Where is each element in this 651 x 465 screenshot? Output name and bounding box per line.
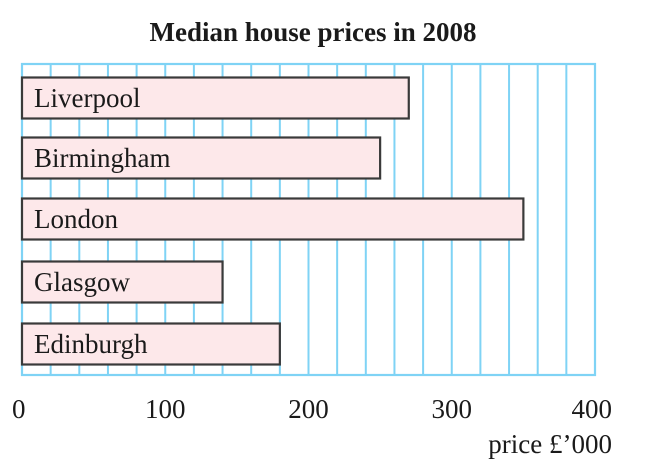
bar-label: Glasgow (34, 267, 130, 297)
bar (20, 136, 382, 180)
bar (20, 322, 281, 366)
bar-group: Edinburgh (20, 322, 281, 366)
bar (20, 76, 410, 120)
bar-group: London (20, 197, 525, 241)
x-axis-label: price £’000 (488, 429, 612, 459)
bar (20, 260, 224, 304)
bar-label: Edinburgh (34, 329, 148, 359)
x-tick-label: 0 (12, 394, 26, 424)
bars: Liverpool Birmingham London Glasgow Edinburg… (20, 76, 525, 366)
bar-group: Glasgow (20, 260, 224, 304)
bar-label: Liverpool (34, 83, 140, 113)
x-tick-label: 200 (288, 394, 329, 424)
x-tick-label: 300 (432, 394, 473, 424)
bar (20, 197, 525, 241)
bar-label: Birmingham (34, 143, 171, 173)
x-tick-label: 100 (145, 394, 186, 424)
bar-label: London (34, 204, 118, 234)
bar-group: Birmingham (20, 136, 382, 180)
chart-title: Median house prices in 2008 (149, 17, 476, 47)
bar-group: Liverpool (20, 76, 410, 120)
x-axis-ticks: 0 100 200 300 400 (12, 394, 612, 424)
x-tick-label: 400 (572, 394, 613, 424)
